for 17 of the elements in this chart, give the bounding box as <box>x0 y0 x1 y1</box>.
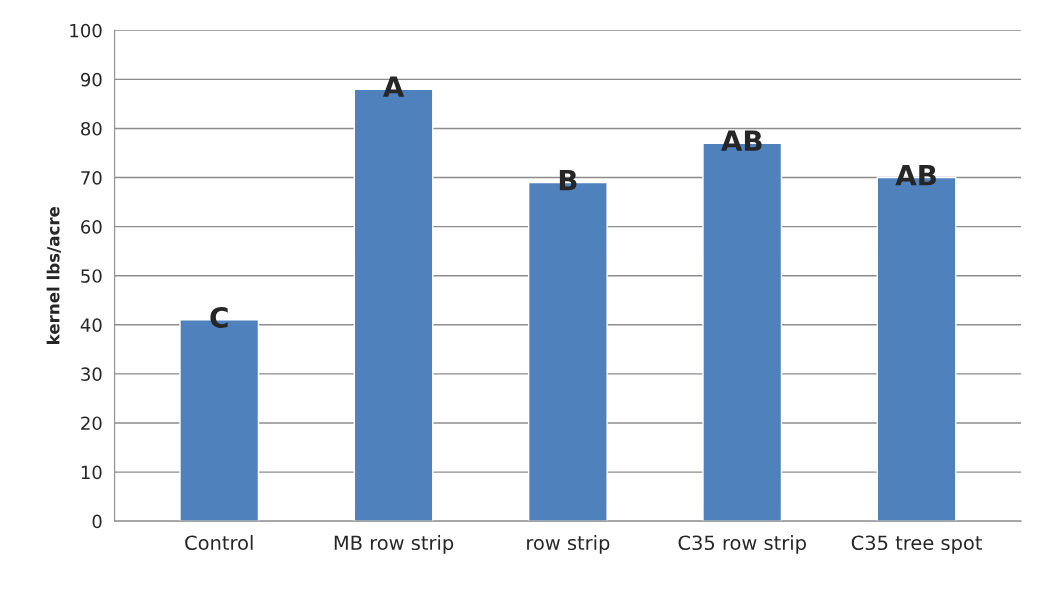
y-tick-label: 10 <box>81 465 102 480</box>
x-tick-label: C35 row strip <box>678 535 806 554</box>
y-tick-label: 80 <box>81 121 102 136</box>
y-tick-label: 100 <box>70 23 102 38</box>
y-tick-label: 50 <box>81 269 102 283</box>
x-tick-label: MB row strip <box>334 535 454 554</box>
y-tick-label: 60 <box>81 220 102 234</box>
y-tick-label: 0 <box>92 514 102 529</box>
y-tick-label: 90 <box>80 72 102 87</box>
x-tick-label: C35 tree spot <box>851 535 982 554</box>
y-tick-label: 40 <box>80 318 102 332</box>
x-tick-label: Control <box>185 535 253 551</box>
y-tick-label: 30 <box>81 367 102 382</box>
x-tick-label: row strip <box>527 535 610 554</box>
y-axis-title: kernel lbs/acre <box>46 206 61 344</box>
y-tick-label: 70 <box>81 171 102 185</box>
y-tick-label: 20 <box>81 416 102 431</box>
